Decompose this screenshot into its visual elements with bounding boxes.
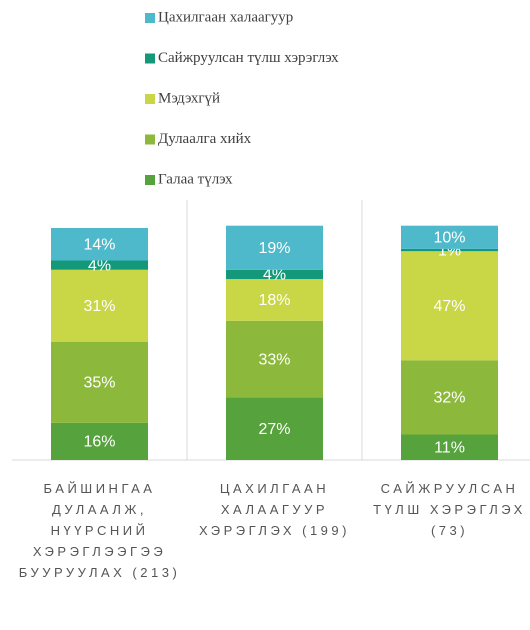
- value-label: 14%: [83, 236, 115, 253]
- bar-segment: [226, 269, 323, 280]
- value-label: 10%: [433, 229, 465, 246]
- value-label: 4%: [263, 267, 286, 284]
- category-label: САЙЖРУУЛСАН ТҮЛШ ХЭРЭГЛЭХ (73): [373, 481, 526, 538]
- category-label: БАЙШИНГАА ДУЛААЛЖ, НҮҮРСНИЙ ХЭРЭГЛЭЭГЭЭ …: [18, 481, 181, 580]
- legend-label: Цахилгаан халаагуур: [158, 9, 293, 25]
- bar-segment: [226, 279, 323, 321]
- value-label: 11%: [434, 439, 465, 456]
- bar-segment: [51, 228, 148, 261]
- value-label: 31%: [83, 298, 115, 315]
- bar-segment: [226, 320, 323, 398]
- legend-label: Мэдэхгүй: [158, 90, 220, 106]
- value-label: 16%: [83, 434, 115, 451]
- value-label: 47%: [433, 298, 465, 315]
- category-label: ЦАХИЛГААН ХАЛААГУУР ХЭРЭГЛЭХ (199): [199, 481, 350, 538]
- value-label: 35%: [83, 374, 115, 391]
- legend-label: Сайжруулсан түлш хэрэглэх: [158, 50, 339, 66]
- bar-segment: [401, 251, 498, 361]
- bar-segment: [51, 341, 148, 423]
- bar-segment: [226, 397, 323, 460]
- legend-label: Галаа түлэх: [158, 171, 233, 187]
- bar-segment: [51, 269, 148, 342]
- legend-swatch: [145, 13, 155, 23]
- legend-swatch: [145, 53, 155, 64]
- bar-segment: [401, 434, 498, 460]
- value-label: 33%: [258, 351, 290, 368]
- value-label: 32%: [433, 390, 465, 407]
- bar-segment: [401, 225, 498, 249]
- bar-segment: [226, 225, 323, 270]
- legend-swatch: [145, 94, 155, 104]
- value-label: 19%: [258, 240, 290, 257]
- value-label: 18%: [258, 292, 290, 309]
- value-label: 27%: [258, 421, 290, 438]
- bar-segment: [51, 260, 148, 270]
- bar-segment: [401, 360, 498, 435]
- bar-segment: [401, 248, 498, 252]
- legend-label: Дулаалга хийх: [158, 131, 252, 147]
- value-label: 4%: [88, 257, 111, 274]
- legend-swatch: [145, 134, 155, 145]
- legend-swatch: [145, 175, 155, 185]
- bar-segment: [51, 422, 148, 460]
